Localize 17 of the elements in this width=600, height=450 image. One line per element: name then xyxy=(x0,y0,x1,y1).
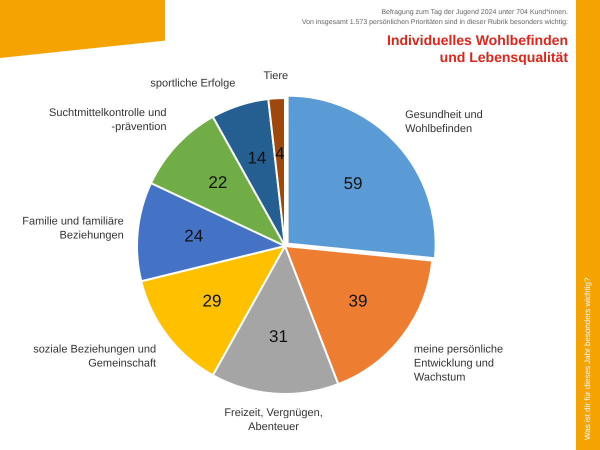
slice-label: Familie und familiäre Beziehungen xyxy=(22,216,124,242)
chart-title: Individuelles Wohlbefinden und Lebensqualität xyxy=(386,32,568,66)
slice-label: Gesundheit und Wohlbefinden xyxy=(405,108,483,135)
slice-label: Suchtmittelkontrolle und -prävention xyxy=(49,107,166,134)
slice-label: meine persönliche Entwicklung und Wachstum xyxy=(414,344,504,384)
data-label: 22 xyxy=(208,173,228,192)
slice-label: Freizeit, Vergnügen, Abenteuer xyxy=(224,407,323,434)
data-label: 31 xyxy=(269,327,288,346)
slice-label: sportliche Erfolge xyxy=(150,77,236,90)
data-label: 39 xyxy=(348,291,368,310)
slice-label: Tiere xyxy=(264,70,288,82)
data-label: 24 xyxy=(184,226,204,246)
text: Was ist dir für dieses Jahr besonders wichtig? xyxy=(583,278,593,440)
data-label: 59 xyxy=(344,174,362,194)
data-label: 29 xyxy=(202,291,222,310)
slice-label: soziale Beziehungen und Gemeinschaft xyxy=(33,344,156,370)
data-label: 14 xyxy=(247,148,266,168)
